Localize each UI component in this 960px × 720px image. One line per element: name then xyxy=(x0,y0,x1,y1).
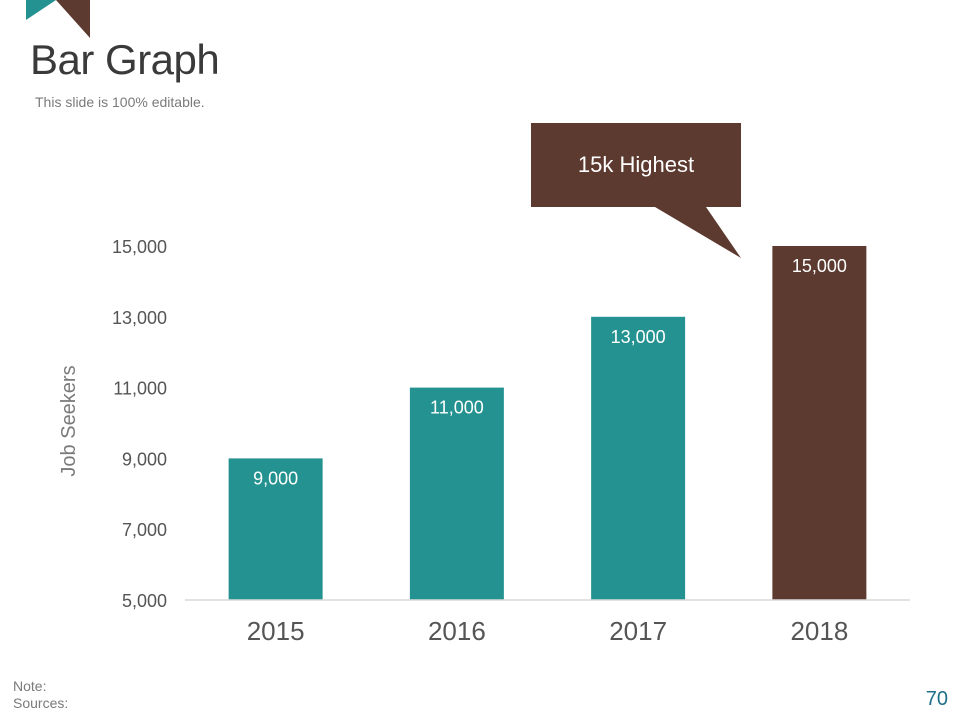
x-category-label: 2015 xyxy=(247,616,305,646)
y-tick-label: 9,000 xyxy=(122,449,167,469)
bar xyxy=(591,316,686,600)
page-subtitle: This slide is 100% editable. xyxy=(35,94,205,110)
y-tick-label: 11,000 xyxy=(113,379,167,399)
bar-value-label: 11,000 xyxy=(430,398,484,418)
corner-teal-shape xyxy=(26,0,56,20)
bar-value-label: 15,000 xyxy=(792,256,847,276)
bar-value-label: 9,000 xyxy=(253,468,298,488)
y-axis-label: Job Seekers xyxy=(58,365,80,476)
bar xyxy=(772,246,867,600)
x-axis-categories: 2015 2016 2017 2018 xyxy=(247,616,849,646)
footer-notes: Note: Sources: xyxy=(13,678,68,712)
bar xyxy=(228,458,323,600)
callout: 15k Highest xyxy=(531,123,741,258)
page-number: 70 xyxy=(925,688,948,710)
callout-box xyxy=(531,123,741,258)
corner-brown-shape xyxy=(56,0,90,38)
y-axis-ticks: 5,000 7,000 9,000 11,000 13,000 15,000 xyxy=(112,237,167,611)
callout-text: 15k Highest xyxy=(578,152,694,177)
y-tick-label: 5,000 xyxy=(122,591,167,611)
page-title: Bar Graph xyxy=(30,36,220,83)
y-tick-label: 15,000 xyxy=(112,237,167,257)
note-label: Note: xyxy=(13,678,47,694)
y-tick-label: 13,000 xyxy=(112,308,167,328)
x-category-label: 2018 xyxy=(790,616,848,646)
x-category-label: 2017 xyxy=(609,616,667,646)
x-category-label: 2016 xyxy=(428,616,486,646)
bar-value-label: 13,000 xyxy=(611,327,666,347)
y-tick-label: 7,000 xyxy=(122,520,167,540)
corner-decoration xyxy=(26,0,90,38)
sources-label: Sources: xyxy=(13,695,69,711)
bars: 9,000 11,000 13,000 15,000 xyxy=(228,246,867,600)
bar xyxy=(409,387,504,600)
